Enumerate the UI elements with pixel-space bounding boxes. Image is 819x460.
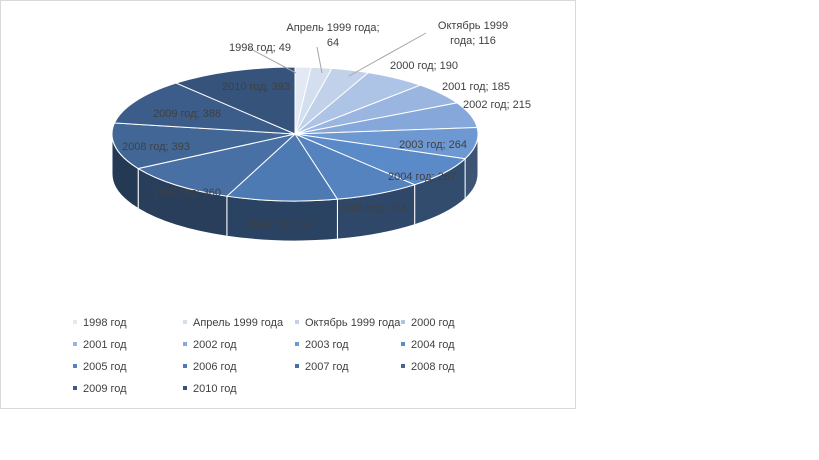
data-label-10: 2007 год; 360 [153, 187, 221, 199]
pie-slice-13 [174, 66, 296, 135]
legend-item-12: 2009 год [73, 382, 127, 396]
legend-item-2: Октябрь 1999 года [295, 316, 400, 330]
data-label-11: 2008 год; 393 [122, 141, 190, 153]
pie-slice-11 [111, 122, 296, 170]
legend-item-3: 2000 год [401, 316, 455, 330]
legend-item-10: 2007 год [295, 360, 349, 374]
leader-line-0 [248, 47, 297, 74]
legend-item-6: 2003 год [295, 338, 349, 352]
legend-label: 2010 год [193, 383, 237, 395]
legend-swatch [183, 320, 187, 325]
legend-item-7: 2004 год [401, 338, 455, 352]
legend-label: 2008 год [411, 361, 455, 373]
legend-item-4: 2001 год [73, 338, 127, 352]
legend-item-11: 2008 год [401, 360, 455, 374]
legend-swatch [295, 364, 299, 369]
legend-label: Октябрь 1999 года [305, 317, 401, 329]
legend-item-9: 2006 год [183, 360, 237, 374]
legend-item-13: 2010 год [183, 382, 237, 396]
leader-line-1 [316, 46, 323, 74]
legend-label: 2004 год [411, 339, 455, 351]
legend-swatch [295, 320, 299, 325]
legend-swatch [73, 364, 77, 369]
data-label-0: 1998 год; 49 [229, 42, 291, 54]
data-label-2: Октябрь 1999 года; 116 [438, 20, 508, 47]
data-label-9: 2006 год; 342 [247, 219, 315, 231]
legend-swatch [73, 320, 77, 325]
leader-line-2 [348, 32, 427, 77]
legend-swatch [401, 342, 405, 347]
legend-label: 2002 год [193, 339, 237, 351]
data-label-5: 2002 год; 215 [463, 99, 531, 111]
legend-label: 2000 год [411, 317, 455, 329]
legend-swatch [183, 364, 187, 369]
chart-area: 1998 год; 49 Апрель 1999 года; 64 Октябрь 1… [0, 0, 576, 409]
data-label-3: 2000 год; 190 [390, 60, 458, 72]
legend-item-5: 2002 год [183, 338, 237, 352]
legend-swatch [73, 342, 77, 347]
legend-swatch [295, 342, 299, 347]
legend-swatch [183, 342, 187, 347]
legend-label: 2005 год [83, 361, 127, 373]
legend-swatch [401, 320, 405, 325]
legend-label: 2007 год [305, 361, 349, 373]
legend-swatch [401, 364, 405, 369]
legend-swatch [73, 386, 77, 391]
data-label-7: 2004 год; 267 [388, 171, 456, 183]
data-label-4: 2001 год; 185 [442, 81, 510, 93]
legend-label: Апрель 1999 года [193, 317, 284, 329]
data-label-13: 2010 год; 393 [222, 81, 290, 93]
data-label-6: 2003 год; 264 [399, 139, 467, 151]
legend-label: 2009 год [83, 383, 127, 395]
data-label-1: Апрель 1999 года; 64 [286, 22, 379, 49]
legend-label: 1998 год [83, 317, 127, 329]
legend-item-8: 2005 год [73, 360, 127, 374]
legend-item-0: 1998 год [73, 316, 127, 330]
legend-swatch [183, 386, 187, 391]
pie-slice-12 [113, 82, 296, 135]
legend-item-1: Апрель 1999 года [183, 316, 283, 330]
legend-label: 2003 год [305, 339, 349, 351]
data-label-8: 2005 год; 266 [339, 203, 407, 215]
legend-label: 2001 год [83, 339, 127, 351]
legend-label: 2006 год [193, 361, 237, 373]
pie-slice-10 [136, 133, 297, 197]
pie-slice-9 [225, 133, 339, 202]
data-label-12: 2009 год; 388 [153, 108, 221, 120]
